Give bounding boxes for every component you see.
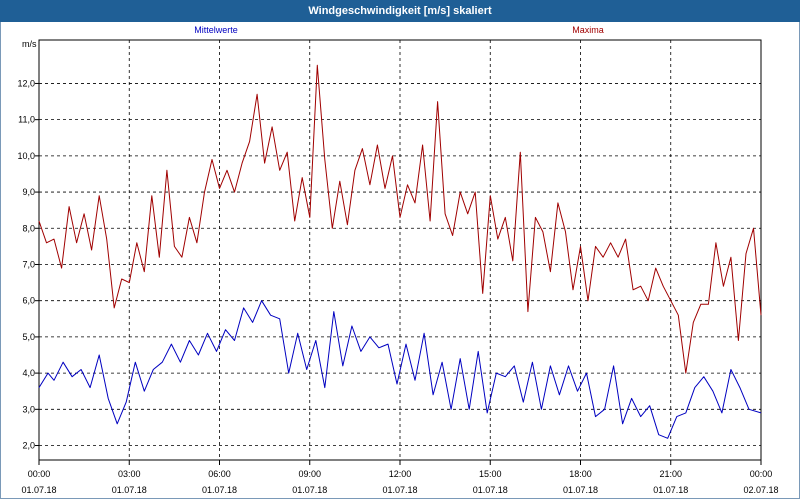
y-tick-label: 10,0 [17,151,35,161]
x-tick-time-label: 18:00 [569,469,592,479]
y-tick-label: 4,0 [22,368,35,378]
y-axis-ticks: 2,0 3,0 4,0 5,0 6,0 7,0 8,0 9,0 10,0 11,0 12,0 [17,78,39,451]
x-tick-date-label: 02.07.18 [743,485,778,495]
series-lines [38,64,762,439]
y-tick-label: 7,0 [22,259,35,269]
x-tick-date-label: 01.07.18 [202,485,237,495]
x-tick-date-label: 01.07.18 [653,485,688,495]
x-tick-date-label: 01.07.18 [112,485,147,495]
x-tick-time-label: 03:00 [118,469,141,479]
y-tick-label: 5,0 [22,332,35,342]
x-tick-time-label: 21:00 [659,469,682,479]
y-tick-label: 9,0 [22,187,35,197]
series-line-mittelwerte [38,300,762,439]
x-axis-ticks: 00:00 01.07.18 03:00 01.07.18 06:00 01.07.18 0… [21,460,779,495]
series-line-maxima [38,64,762,374]
x-tick-time-label: 06:00 [208,469,231,479]
chart-title: Windgeschwindigkeit [m/s] skaliert [0,0,800,22]
x-tick-date-label: 01.07.18 [473,485,508,495]
y-tick-label: 3,0 [22,404,35,414]
y-axis-unit-label: m/s [22,39,37,49]
x-tick-date-label: 01.07.18 [292,485,327,495]
y-tick-label: 8,0 [22,223,35,233]
x-tick-time-label: 15:00 [479,469,502,479]
y-tick-label: 2,0 [22,441,35,451]
legend-maxima: Maxima [572,25,604,35]
x-tick-date-label: 01.07.18 [563,485,598,495]
x-tick-date-label: 01.07.18 [382,485,417,495]
y-tick-label: 11,0 [18,115,35,125]
y-tick-label: 12,0 [17,78,35,88]
grid-lines [39,40,761,460]
legend-mittelwerte: Mittelwerte [194,25,238,35]
y-tick-label: 6,0 [22,296,35,306]
x-tick-time-label: 00:00 [750,469,773,479]
x-tick-time-label: 09:00 [298,469,321,479]
x-tick-time-label: 12:00 [389,469,412,479]
x-tick-date-label: 01.07.18 [21,485,56,495]
x-tick-time-label: 00:00 [28,469,51,479]
